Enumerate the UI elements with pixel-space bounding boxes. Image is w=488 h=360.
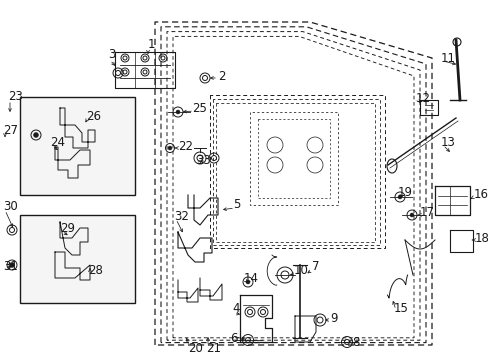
Text: 2: 2 xyxy=(218,69,225,82)
Text: 14: 14 xyxy=(244,273,259,285)
Text: 15: 15 xyxy=(393,302,408,315)
Text: 13: 13 xyxy=(440,135,455,148)
Text: 12: 12 xyxy=(415,91,430,104)
Circle shape xyxy=(34,132,39,138)
Text: 7: 7 xyxy=(311,261,319,274)
Text: 4: 4 xyxy=(231,302,239,315)
Text: 8: 8 xyxy=(351,336,359,348)
Text: 28: 28 xyxy=(88,264,102,276)
Text: 19: 19 xyxy=(397,186,412,199)
Text: 27: 27 xyxy=(3,125,18,138)
Text: 11: 11 xyxy=(440,51,455,64)
Text: 24: 24 xyxy=(50,136,65,149)
Text: 17: 17 xyxy=(419,207,434,220)
Text: 10: 10 xyxy=(293,265,308,278)
Text: 21: 21 xyxy=(205,342,221,355)
Text: 22: 22 xyxy=(178,139,193,153)
Circle shape xyxy=(168,146,172,150)
Text: 6: 6 xyxy=(229,332,237,345)
Text: 29: 29 xyxy=(60,222,75,235)
Text: 16: 16 xyxy=(473,188,488,201)
Text: 33: 33 xyxy=(196,154,210,167)
Text: 31: 31 xyxy=(3,261,18,274)
Text: 18: 18 xyxy=(474,231,488,244)
Bar xyxy=(20,97,135,195)
Text: 26: 26 xyxy=(86,109,101,122)
Text: 3: 3 xyxy=(108,49,115,62)
Text: 30: 30 xyxy=(3,201,18,213)
Bar xyxy=(20,215,135,303)
Circle shape xyxy=(9,262,15,267)
Circle shape xyxy=(397,195,401,199)
Circle shape xyxy=(409,213,413,217)
Circle shape xyxy=(245,280,249,284)
Text: 5: 5 xyxy=(232,198,240,211)
Text: 9: 9 xyxy=(329,311,337,324)
Text: 25: 25 xyxy=(192,103,206,116)
Text: 23: 23 xyxy=(8,90,23,103)
Text: 1: 1 xyxy=(148,39,155,51)
Circle shape xyxy=(176,110,180,114)
Text: 20: 20 xyxy=(187,342,203,355)
Text: 32: 32 xyxy=(174,211,188,224)
